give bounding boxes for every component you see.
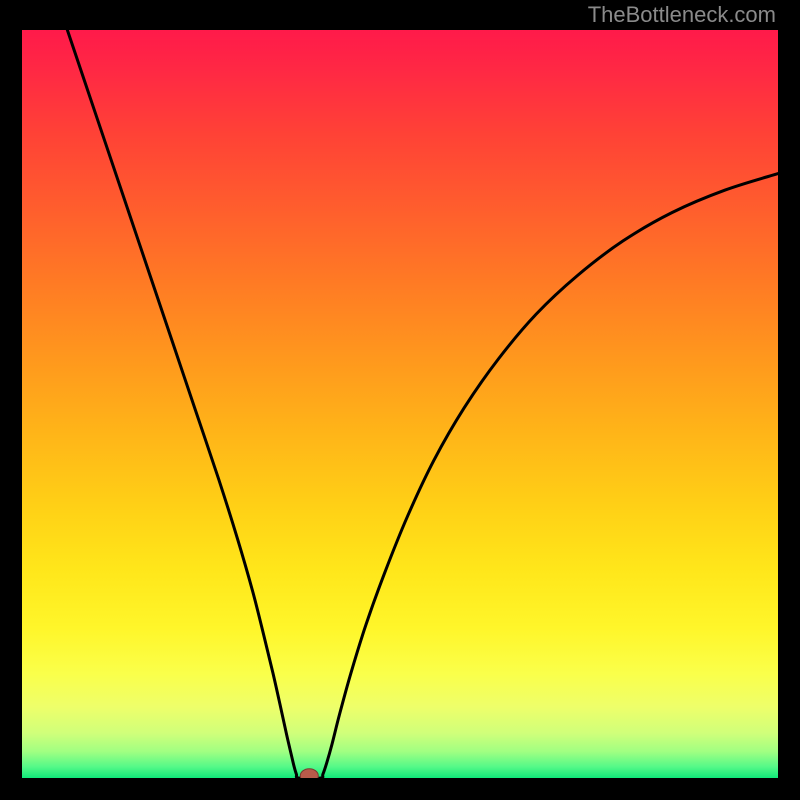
plot-area xyxy=(22,30,778,778)
optimal-point-marker xyxy=(300,769,318,778)
border-right xyxy=(778,0,800,800)
watermark-text: TheBottleneck.com xyxy=(588,2,776,28)
border-bottom xyxy=(0,778,800,800)
chart-background xyxy=(22,30,778,778)
chart-svg xyxy=(22,30,778,778)
border-left xyxy=(0,0,22,800)
